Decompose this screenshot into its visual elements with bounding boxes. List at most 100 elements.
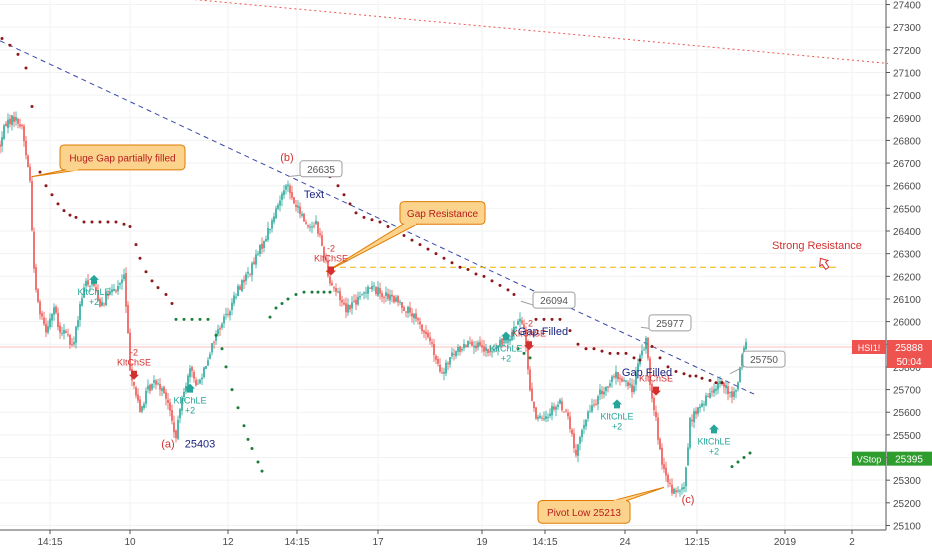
psar-group [268, 290, 332, 319]
candle-body [357, 296, 359, 305]
candle-body [599, 389, 601, 395]
x-tick-label: 2 [849, 537, 855, 548]
signal-up-4: KltChLE+2 [77, 274, 111, 307]
y-tick-label: 26200 [893, 272, 921, 283]
x-tick-label: 12:15 [684, 537, 709, 548]
candle-body [687, 447, 689, 466]
y-tick-label: 27100 [893, 68, 921, 79]
psar-dot [720, 381, 724, 385]
candle-body [429, 337, 431, 342]
candle-body [9, 118, 11, 124]
psar-dot [342, 193, 346, 197]
candle-body [143, 403, 145, 409]
candle-body [739, 367, 741, 382]
candle-body [251, 263, 253, 276]
psar-dot [650, 345, 654, 349]
candle-body [461, 348, 463, 351]
trendline-0 [0, 40, 755, 395]
y-tick-label: 26800 [893, 136, 921, 147]
psar-dot [748, 451, 752, 455]
candle-body [161, 388, 163, 391]
psar-dot [144, 270, 148, 274]
y-tick-label: 26700 [893, 159, 921, 170]
candle-body [733, 391, 735, 397]
psar-dot [286, 297, 290, 301]
candle-body [67, 334, 69, 336]
y-tick-label: 25700 [893, 386, 921, 397]
candle-body [689, 418, 691, 448]
candle-body [533, 401, 535, 409]
candle-body [25, 140, 27, 156]
signal-label: KltChLE [173, 396, 206, 406]
candle-body [539, 415, 541, 418]
candle-body [389, 294, 391, 301]
price-tag-value: 25395 [895, 455, 923, 466]
psar-dot [348, 202, 352, 206]
candle-body [675, 490, 677, 493]
price-tag-label: HSI1! [858, 343, 881, 353]
y-tick-label: 27400 [893, 1, 921, 12]
candle-body [315, 220, 317, 225]
candle-body [507, 341, 509, 343]
candle-body [673, 488, 675, 494]
candle-body [531, 388, 533, 401]
psar-dot [74, 215, 78, 219]
psar-dot [224, 365, 228, 369]
psar-dot [256, 460, 260, 464]
candle-body [669, 482, 671, 484]
candle-body [551, 406, 553, 416]
annotation-text: (c) [682, 494, 695, 506]
candle-body [267, 227, 269, 240]
y-tick-label: 26300 [893, 250, 921, 261]
candle-body [509, 339, 511, 342]
psar-dot [550, 317, 554, 321]
candle-body [605, 386, 607, 392]
candle-body [95, 287, 97, 291]
signal-up-8: KltChLE+2 [697, 424, 731, 456]
candle-body [217, 329, 219, 335]
candle-body [135, 387, 137, 396]
psar-dot [280, 302, 284, 306]
candle-body [307, 225, 309, 227]
candle-body [89, 285, 91, 287]
signal-num: +2 [501, 353, 511, 363]
candle-body [627, 382, 629, 387]
signal-num: -2 [525, 318, 533, 328]
candle-body [541, 417, 543, 419]
psar-dot [90, 220, 94, 224]
psar-dot [450, 261, 454, 265]
psar-dot [336, 184, 340, 188]
price-tag-hsi: HSI1! 25888 50:04 [852, 339, 932, 368]
candle-body [421, 324, 423, 332]
candle-body [391, 294, 393, 297]
candle-body [311, 226, 313, 228]
candle-body [195, 380, 197, 386]
candle-body [393, 295, 395, 303]
signal-up-arrow [612, 399, 622, 409]
candle-body [581, 429, 583, 438]
candle-body [465, 345, 467, 347]
candle-body [491, 351, 493, 353]
candle-body [741, 354, 743, 366]
candle-body [157, 383, 159, 385]
candle-body [411, 313, 413, 317]
candle-body [193, 371, 195, 379]
candle-body [273, 216, 275, 223]
y-tick-label: 26400 [893, 227, 921, 238]
candle-body [503, 341, 505, 344]
candle-body [623, 380, 625, 382]
candle-body [633, 385, 635, 393]
psar-dot [138, 256, 142, 260]
callout-box [59, 144, 186, 171]
value-label-box [742, 350, 786, 368]
signal-num: +2 [709, 446, 719, 456]
candle-body [379, 288, 381, 294]
candle-body [123, 274, 125, 280]
y-tick-label: 26100 [893, 295, 921, 306]
psar-dot [24, 66, 28, 70]
candle-body [493, 348, 495, 352]
candle-body [3, 125, 5, 139]
candle-body [671, 484, 673, 494]
